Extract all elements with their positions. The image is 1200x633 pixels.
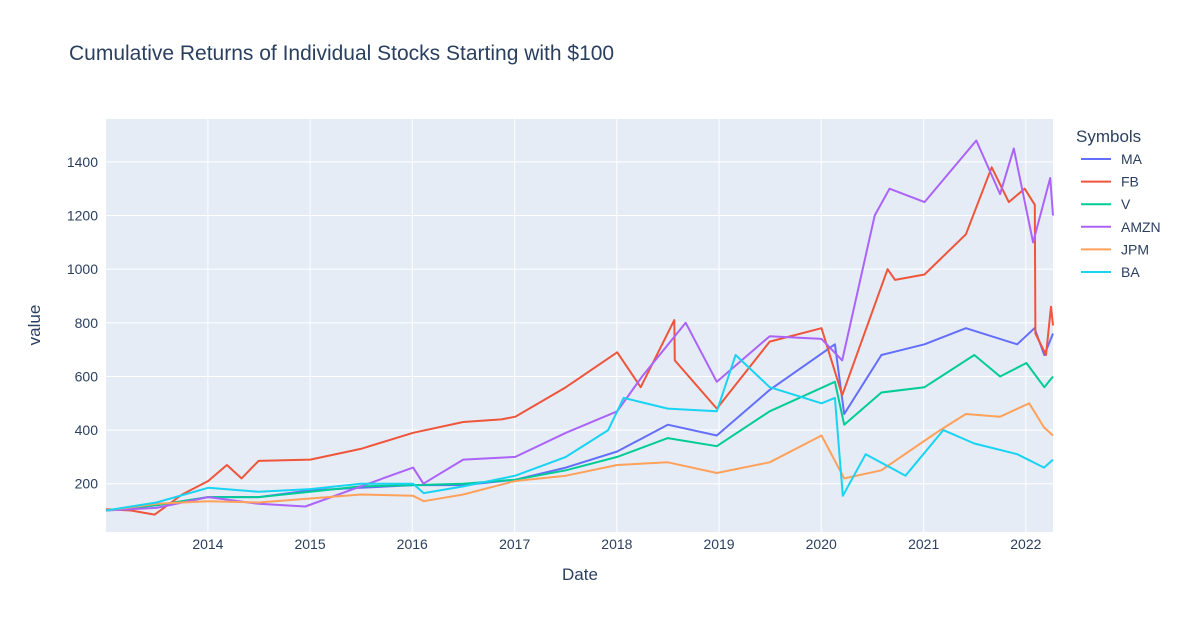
series-line-v — [105, 354, 1054, 512]
legend-label-ba: BA — [1121, 264, 1140, 280]
x-tick-label: 2016 — [397, 536, 428, 552]
legend-label-ma: MA — [1121, 151, 1143, 167]
legend-label-jpm: JPM — [1121, 241, 1149, 257]
legend-title: Symbols — [1076, 127, 1141, 146]
x-tick-label: 2018 — [601, 536, 632, 552]
y-tick-label: 600 — [75, 368, 99, 384]
x-axis-title: Date — [562, 565, 598, 584]
x-tick-label: 2017 — [499, 536, 530, 552]
legend: Symbols MA FB V AMZN JPM BA — [1076, 127, 1161, 280]
grid — [106, 119, 1053, 532]
x-tick-label: 2021 — [908, 536, 939, 552]
y-tick-label: 800 — [75, 315, 99, 331]
y-axis-title: value — [25, 305, 44, 346]
legend-label-amzn: AMZN — [1121, 219, 1161, 235]
chart-title: Cumulative Returns of Individual Stocks … — [69, 42, 614, 65]
x-tick-label: 2014 — [192, 536, 223, 552]
series-line-fb — [105, 166, 1054, 516]
x-axis-ticks: 2014 2015 2016 2017 2018 2019 2020 2021 2022 — [192, 536, 1041, 552]
y-tick-label: 1000 — [67, 261, 98, 277]
x-tick-label: 2022 — [1010, 536, 1041, 552]
legend-label-fb: FB — [1121, 174, 1139, 190]
series-lines — [105, 139, 1054, 516]
y-axis-ticks: 200 400 600 800 1000 1200 1400 — [67, 154, 98, 492]
series-line-jpm — [105, 402, 1054, 512]
series-line-ba — [105, 354, 1054, 512]
legend-label-v: V — [1121, 196, 1131, 212]
y-tick-label: 200 — [75, 476, 99, 492]
series-line-amzn — [105, 139, 1054, 512]
legend-items: MA FB V AMZN JPM BA — [1081, 151, 1161, 280]
x-tick-label: 2020 — [806, 536, 837, 552]
y-tick-label: 1400 — [67, 154, 98, 170]
x-tick-label: 2015 — [294, 536, 325, 552]
y-tick-label: 400 — [75, 422, 99, 438]
x-tick-label: 2019 — [703, 536, 734, 552]
y-tick-label: 1200 — [67, 208, 98, 224]
